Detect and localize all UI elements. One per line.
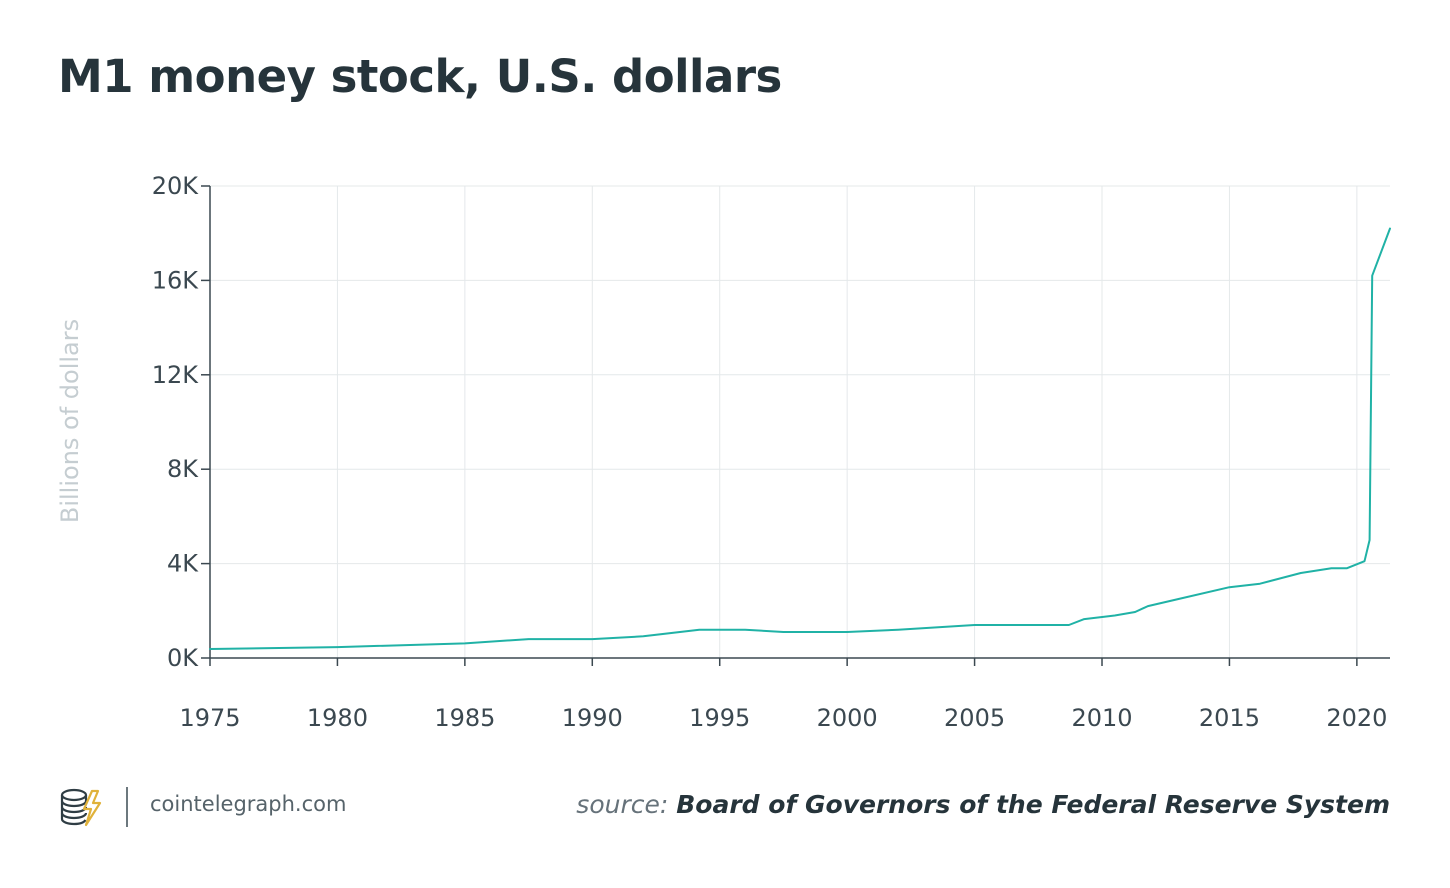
- x-tick-label: 2005: [944, 704, 1005, 732]
- site-name: cointelegraph.com: [150, 792, 347, 816]
- y-tick-label: 0K: [167, 644, 199, 672]
- footer-divider: [126, 787, 128, 827]
- x-tick-label: 2015: [1199, 704, 1260, 732]
- x-tick-label: 2010: [1071, 704, 1132, 732]
- x-tick-label: 1990: [562, 704, 623, 732]
- y-axis-label: Billions of dollars: [56, 319, 84, 523]
- y-tick-label: 8K: [167, 455, 199, 483]
- y-tick-label: 20K: [152, 172, 200, 200]
- y-tick-label: 4K: [167, 550, 199, 578]
- source-credit: source: Board of Governors of the Federa…: [576, 790, 1390, 819]
- cointelegraph-logo-icon: [58, 787, 106, 833]
- series-line: [209, 227, 1391, 650]
- x-tick-label: 1975: [179, 704, 240, 732]
- x-tick-label: 1995: [689, 704, 750, 732]
- tick-labels: 0K 4K 8K 12K 16K 20K 1975 1980 1985 1990 1995 2000 2…: [152, 172, 1388, 732]
- x-tick-label: 2020: [1326, 704, 1387, 732]
- chart-title: M1 money stock, U.S. dollars: [58, 50, 782, 103]
- y-tick-label: 16K: [152, 266, 200, 294]
- source-prefix: source:: [576, 790, 669, 819]
- axes: [201, 185, 1390, 666]
- x-tick-label: 1985: [434, 704, 495, 732]
- source-name: Board of Governors of the Federal Reserv…: [676, 790, 1390, 819]
- y-tick-label: 12K: [152, 361, 200, 389]
- x-tick-label: 1980: [307, 704, 368, 732]
- grid-lines: [210, 185, 1390, 658]
- x-tick-label: 2000: [817, 704, 878, 732]
- series-layer: [209, 227, 1391, 650]
